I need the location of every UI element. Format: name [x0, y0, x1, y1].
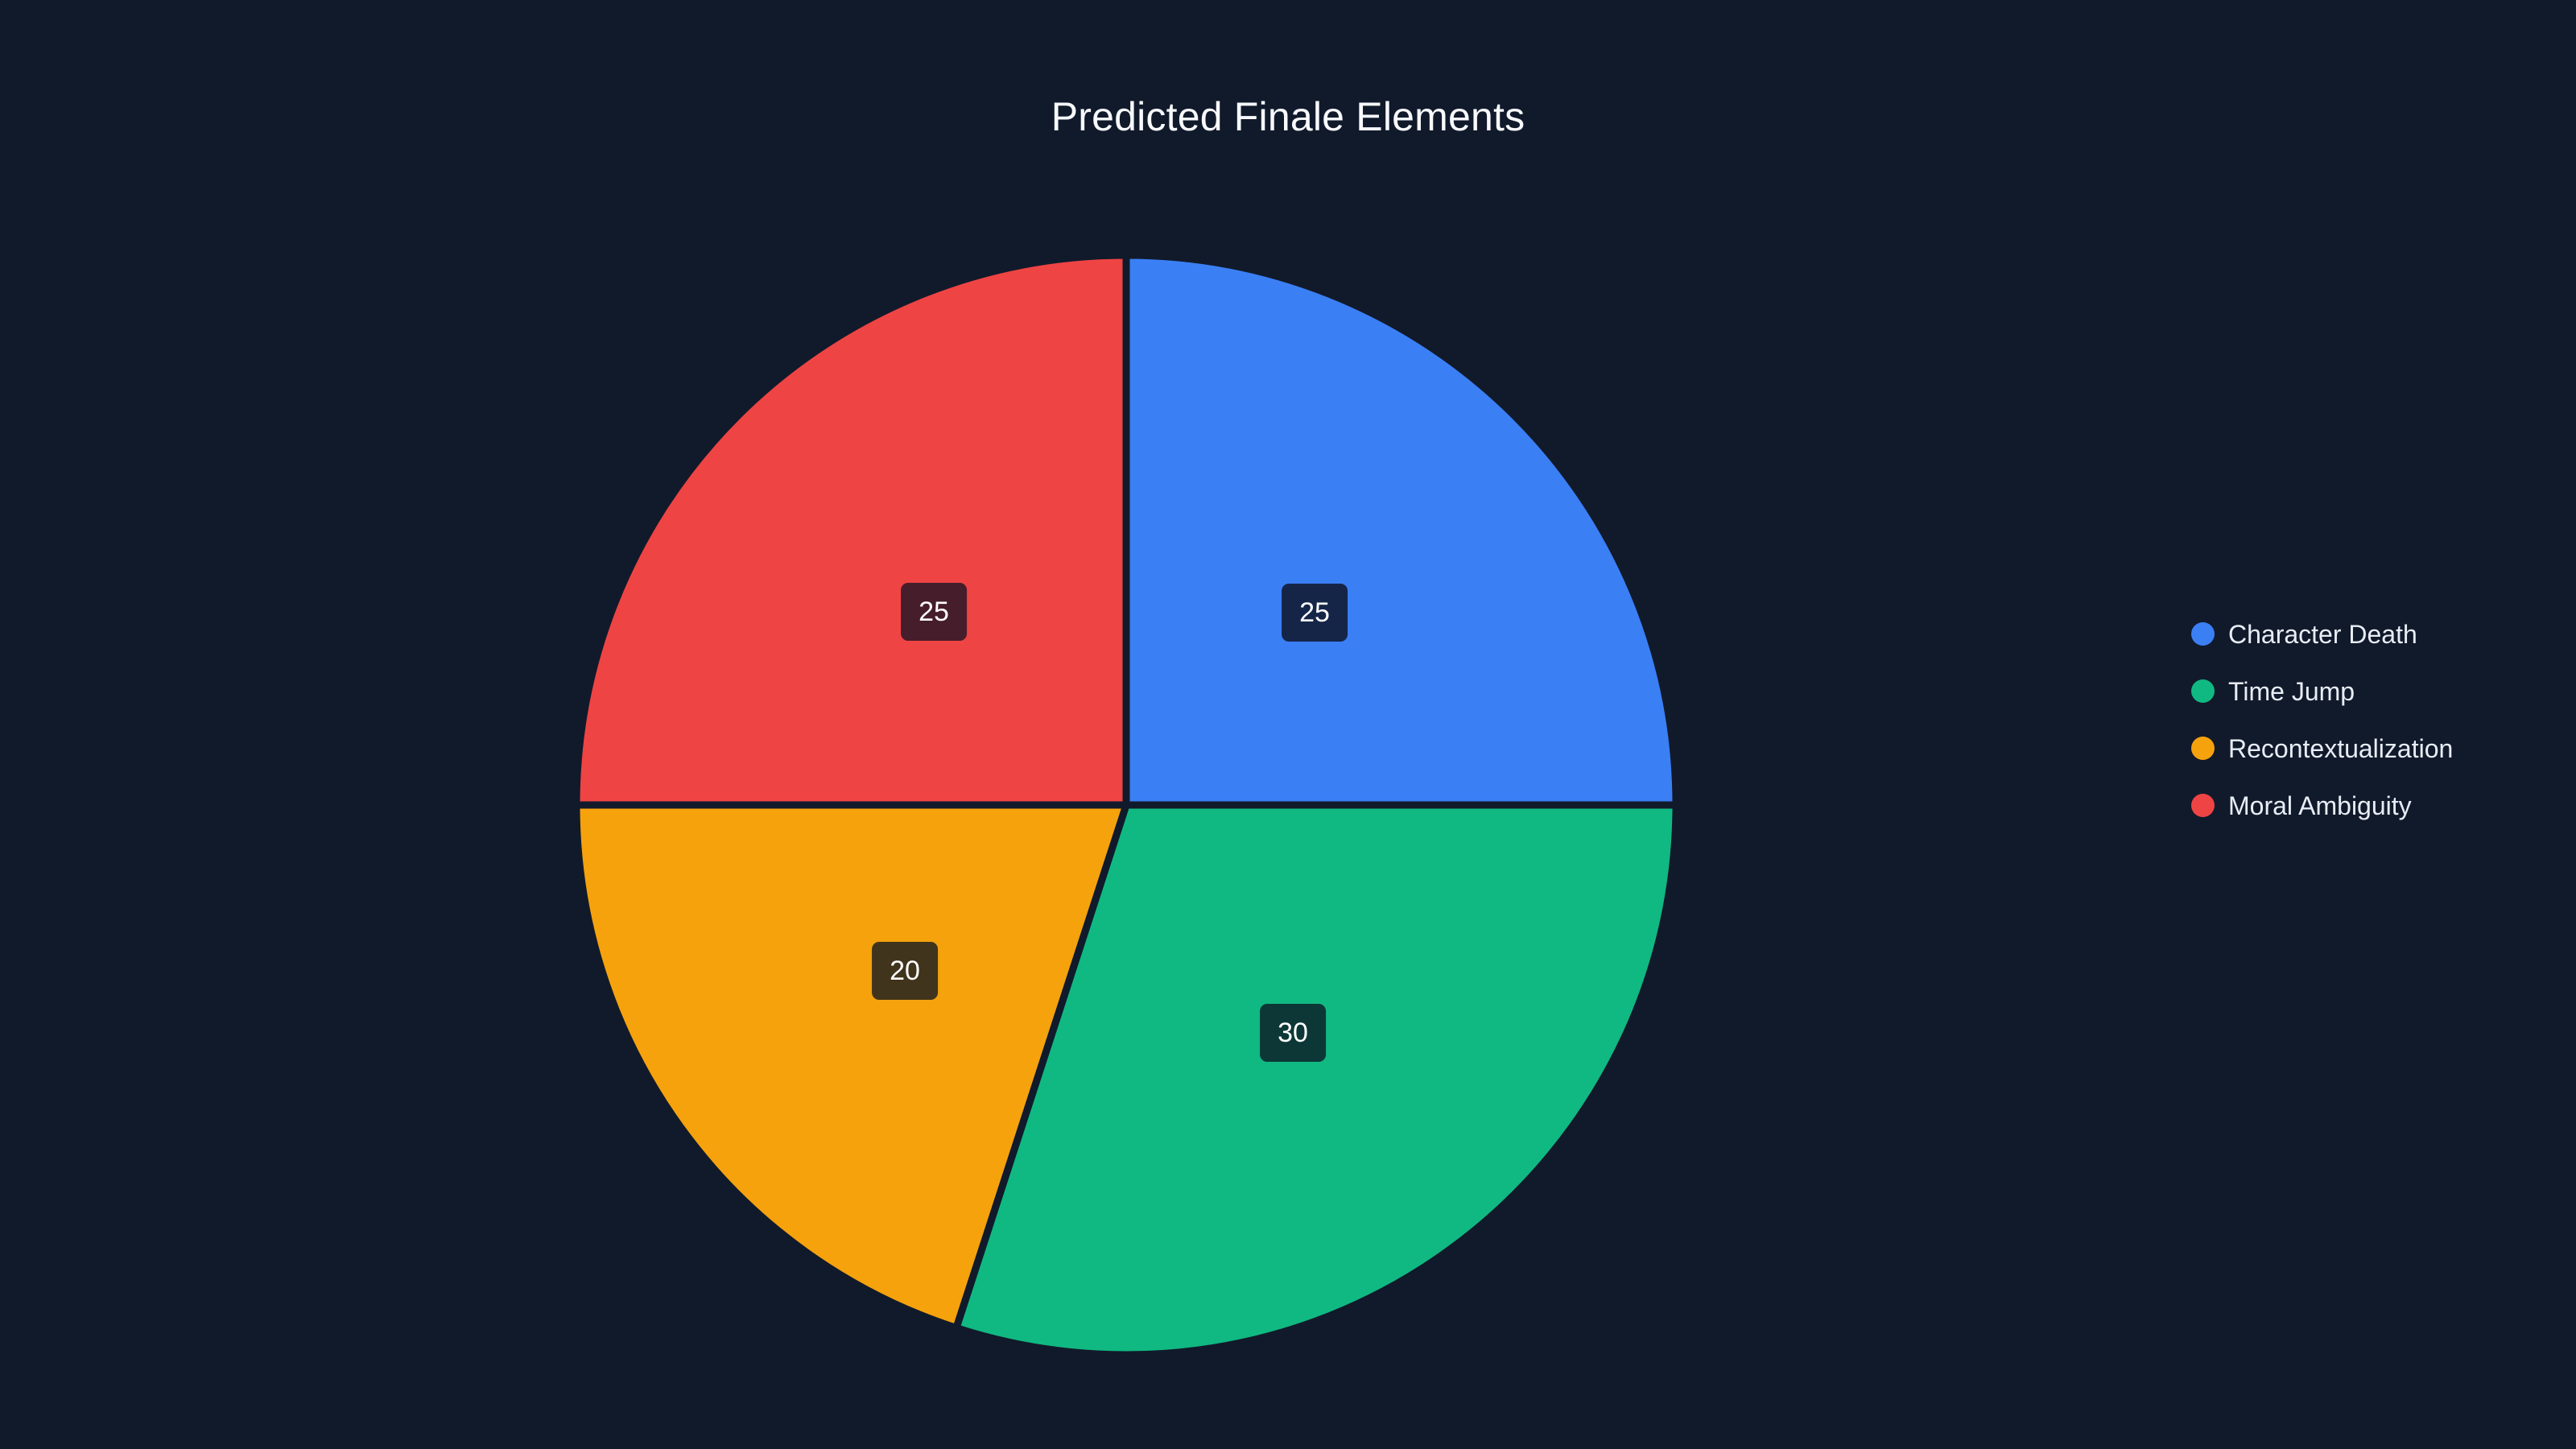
legend-swatch-icon [2191, 679, 2215, 703]
legend-item-recontextualization[interactable]: Recontextualization [2191, 720, 2545, 777]
legend-label: Time Jump [2228, 676, 2355, 706]
pie-label-recontextualization: 20 [872, 942, 938, 1000]
pie-svg [572, 251, 1680, 1359]
pie-slice-character-death[interactable] [1122, 251, 1680, 809]
legend: Character Death Time Jump Recontextualiz… [2191, 605, 2545, 834]
pie-slice-time-jump[interactable] [952, 801, 1680, 1359]
page-title: Predicted Finale Elements [1051, 94, 1525, 139]
pie-slice-recontextualization[interactable] [572, 801, 1130, 1332]
pie-label-character-death: 25 [1282, 584, 1348, 642]
pie-slice-moral-ambiguity[interactable] [572, 251, 1130, 809]
pie-label-moral-ambiguity: 25 [901, 583, 967, 641]
legend-item-character-death[interactable]: Character Death [2191, 605, 2545, 663]
pie-label-time-jump: 30 [1260, 1004, 1326, 1062]
legend-swatch-icon [2191, 622, 2215, 646]
legend-label: Moral Ambiguity [2228, 791, 2412, 820]
legend-item-moral-ambiguity[interactable]: Moral Ambiguity [2191, 777, 2545, 834]
legend-swatch-icon [2191, 737, 2215, 760]
legend-swatch-icon [2191, 794, 2215, 817]
legend-label: Character Death [2228, 619, 2417, 649]
pie-plot-area: 25 30 20 25 [572, 251, 1680, 1359]
legend-label: Recontextualization [2228, 733, 2454, 763]
legend-item-time-jump[interactable]: Time Jump [2191, 663, 2545, 720]
